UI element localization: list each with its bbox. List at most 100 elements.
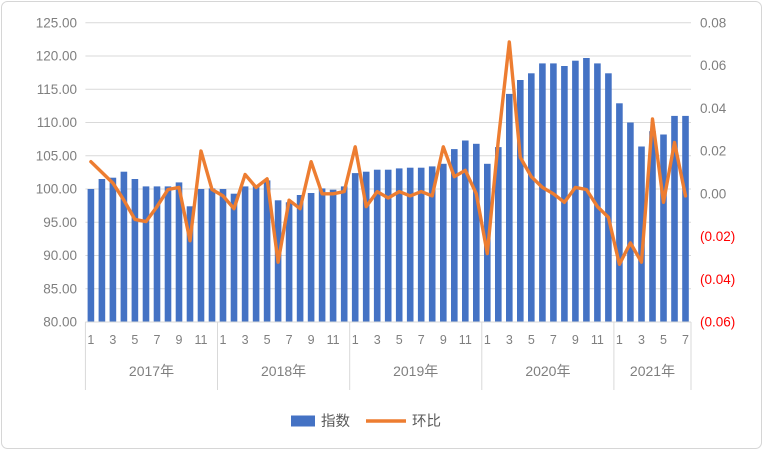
index-bar (572, 60, 579, 322)
index-bar (649, 131, 656, 322)
right-axis-tick: 0.08 (700, 15, 726, 30)
index-bar (605, 73, 612, 322)
index-bar (428, 166, 436, 322)
right-axis-tick: 0.02 (700, 144, 726, 159)
month-label: 9 (572, 333, 579, 347)
index-bar (638, 146, 645, 322)
month-label: 3 (109, 333, 116, 347)
mom-line-series (89, 40, 688, 266)
index-bar (131, 179, 139, 322)
index-bar-series (87, 58, 689, 323)
month-label: 7 (550, 333, 557, 347)
index-bar (373, 169, 381, 322)
index-bar (660, 134, 667, 322)
left-axis-tick: 125.00 (36, 15, 77, 30)
mom-line (89, 40, 688, 266)
month-label: 1 (484, 333, 491, 347)
legend: 指数 环比 (291, 413, 441, 430)
index-bar (285, 202, 293, 322)
left-axis-tick: 120.00 (36, 49, 77, 64)
index-bar (462, 140, 469, 322)
month-label: 1 (352, 333, 359, 347)
index-bar (318, 188, 326, 322)
right-axis-tick: 0.06 (700, 58, 726, 73)
index-bar (495, 147, 502, 322)
index-bar (87, 189, 95, 322)
index-bar (263, 180, 271, 322)
index-bar (164, 186, 172, 322)
month-label: 11 (459, 333, 472, 347)
right-axis-tick: (0.04) (700, 272, 735, 287)
index-bar (241, 186, 249, 322)
month-label: 11 (195, 333, 208, 347)
legend-label: 环比 (412, 413, 441, 430)
left-axis-tick: 100.00 (36, 182, 77, 197)
right-axis-tick: 0.00 (700, 186, 726, 201)
right-axis-labels: 0.08 0.06 0.04 0.02 0.00 (0.02) (0.04) (0.06) (700, 15, 735, 329)
right-axis-tick: 0.04 (700, 101, 727, 116)
index-bar (252, 185, 260, 322)
index-bar (340, 186, 348, 322)
index-bar (627, 122, 634, 322)
month-label: 7 (418, 333, 425, 347)
month-label: 3 (506, 333, 513, 347)
index-bar (142, 186, 150, 322)
index-bar (384, 169, 392, 322)
year-label: 2019年 (393, 363, 438, 379)
index-bar (307, 193, 315, 322)
left-axis-tick: 115.00 (37, 82, 77, 97)
index-bar (671, 115, 678, 323)
index-bar (528, 73, 535, 322)
month-label: 11 (327, 333, 340, 347)
left-axis-tick: 110.00 (37, 115, 77, 130)
index-bar (473, 143, 480, 322)
index-bar (120, 171, 128, 322)
left-axis-tick: 105.00 (36, 148, 77, 163)
index-bar (616, 103, 623, 322)
month-label: 11 (591, 333, 604, 347)
month-label: 5 (528, 333, 535, 347)
left-axis-tick: 85.00 (43, 281, 77, 296)
index-bar (506, 93, 513, 323)
index-bar (109, 177, 117, 322)
legend-bar-swatch (291, 415, 315, 427)
month-label: 5 (264, 333, 271, 347)
month-label: 5 (396, 333, 403, 347)
left-axis-tick: 80.00 (43, 315, 77, 330)
index-bar (219, 189, 227, 322)
index-bar (296, 195, 304, 322)
year-label: 2021年 (630, 363, 675, 379)
month-label: 3 (374, 333, 381, 347)
legend-label: 指数 (321, 413, 350, 430)
index-bar (197, 189, 205, 322)
month-label: 1 (220, 333, 227, 347)
year-label: 2020年 (525, 363, 570, 379)
month-label: 1 (87, 333, 94, 347)
index-bar (682, 115, 689, 323)
left-axis-tick: 95.00 (43, 215, 77, 230)
right-axis-tick: (0.06) (700, 315, 735, 330)
left-axis-tick: 90.00 (43, 248, 77, 263)
right-axis-tick: (0.02) (700, 229, 735, 244)
index-bar (362, 171, 370, 322)
index-bar (451, 149, 458, 322)
month-label: 5 (660, 333, 667, 347)
month-label: 7 (154, 333, 161, 347)
month-label: 7 (286, 333, 293, 347)
index-bar (417, 167, 425, 322)
index-bar (153, 186, 161, 322)
index-bar (395, 168, 403, 322)
year-label: 2017年 (129, 363, 174, 379)
index-bar (351, 173, 359, 322)
index-bar (539, 63, 546, 323)
month-label: 5 (131, 333, 138, 347)
month-label: 3 (638, 333, 645, 347)
index-bar (517, 80, 524, 322)
month-label: 9 (176, 333, 183, 347)
month-label: 9 (440, 333, 447, 347)
index-bar (98, 179, 106, 322)
index-bar (186, 206, 194, 322)
